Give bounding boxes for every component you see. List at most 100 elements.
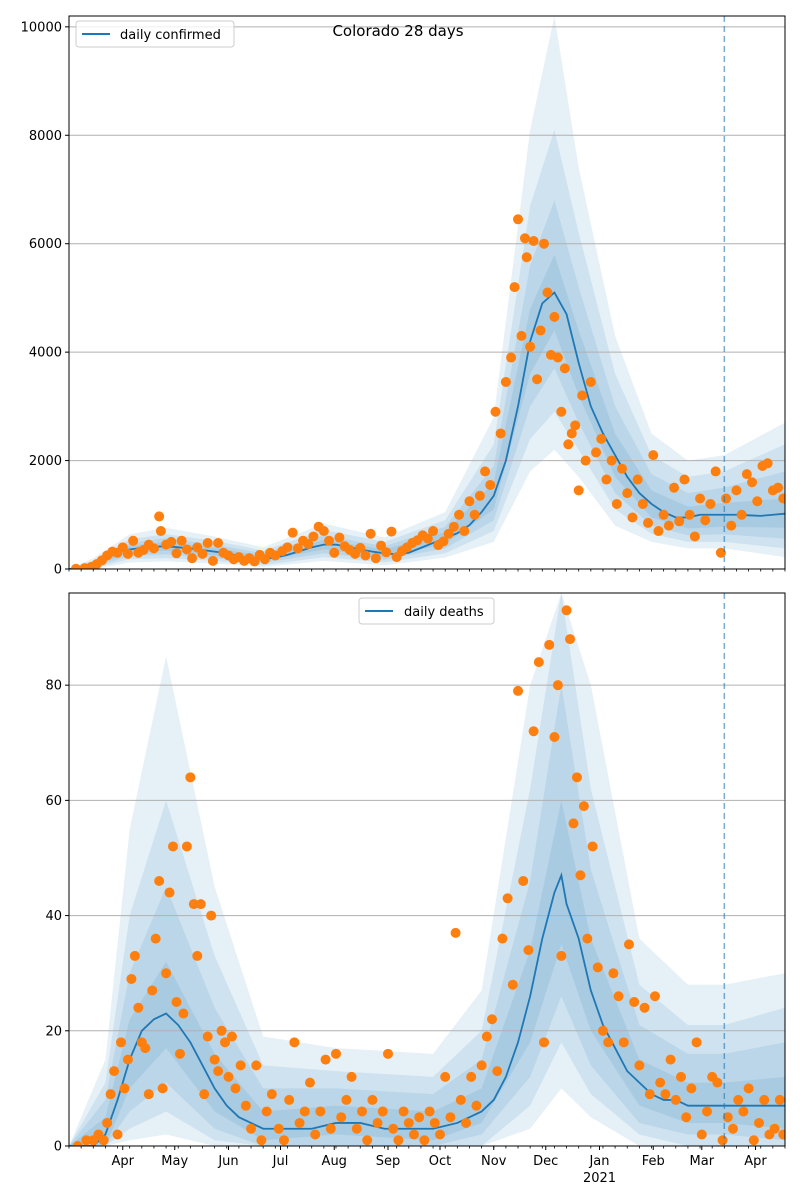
deaths-observed-point (150, 933, 161, 944)
deaths-x-axis: Apr May Jun Jul Aug Sep Oct Nov Dec Jan Feb Mar Apr (68, 1146, 786, 1169)
confirmed-observed-point (573, 485, 584, 496)
deaths-observed-point (102, 1117, 113, 1128)
confirmed-ytick-label: 4000 (29, 346, 62, 361)
deaths-observed-point (769, 1123, 780, 1134)
deaths-observed-point (644, 1089, 655, 1100)
confirmed-observed-point (684, 509, 695, 520)
deaths-xtick-label: Jan (588, 1154, 609, 1169)
confirmed-observed-point (653, 526, 664, 537)
deaths-band-widest (69, 593, 785, 1146)
year-label: 2021 (583, 1171, 616, 1186)
confirmed-observed-point (490, 406, 501, 417)
deaths-observed-point (181, 841, 192, 852)
deaths-observed-point (382, 1048, 393, 1059)
confirmed-observed-point (542, 287, 553, 298)
deaths-observed-point (164, 887, 175, 898)
deaths-observed-point (435, 1129, 446, 1140)
deaths-observed-points (72, 605, 785, 1146)
confirmed-observed-point (585, 376, 596, 387)
confirmed-uncertainty-bands (69, 16, 785, 569)
confirmed-observed-point (736, 509, 747, 520)
deaths-observed-point (670, 1094, 681, 1105)
confirmed-observed-point (622, 488, 633, 499)
deaths-observed-point (140, 1043, 151, 1054)
confirmed-observed-point (778, 493, 785, 504)
confirmed-observed-point (516, 330, 527, 341)
confirmed-observed-point (528, 235, 539, 246)
confirmed-observed-point (525, 341, 536, 352)
deaths-observed-point (440, 1071, 451, 1082)
deaths-observed-point (487, 1014, 498, 1025)
confirmed-observed-point (606, 455, 617, 466)
confirmed-observed-point (559, 363, 570, 374)
confirmed-observed-point (521, 252, 532, 263)
deaths-observed-point (372, 1117, 383, 1128)
deaths-observed-point (774, 1094, 785, 1105)
confirmed-observed-point (448, 521, 459, 532)
confirmed-observed-point (700, 515, 711, 526)
deaths-observed-point (266, 1089, 277, 1100)
confirmed-observed-point (549, 311, 560, 322)
confirmed-observed-point (454, 509, 465, 520)
deaths-xtick-label: Nov (481, 1154, 507, 1169)
deaths-xtick-label: Dec (533, 1154, 558, 1169)
confirmed-observed-point (303, 539, 314, 550)
confirmed-observed-point (459, 526, 470, 537)
deaths-observed-point (613, 991, 624, 1002)
deaths-observed-point (289, 1037, 300, 1048)
deaths-observed-point (192, 950, 203, 961)
confirmed-observed-point (197, 548, 208, 559)
confirmed-observed-point (566, 428, 577, 439)
deaths-observed-point (315, 1106, 326, 1117)
deaths-observed-point (174, 1048, 185, 1059)
deaths-observed-point (552, 680, 563, 691)
confirmed-observed-point (506, 352, 517, 363)
confirmed-observed-point (601, 474, 612, 485)
deaths-observed-point (712, 1077, 723, 1088)
confirmed-ytick-label: 8000 (29, 129, 62, 144)
deaths-observed-point (398, 1106, 409, 1117)
confirmed-observed-point (669, 482, 680, 493)
deaths-observed-point (246, 1123, 257, 1134)
deaths-observed-point (188, 899, 199, 910)
deaths-observed-point (116, 1037, 127, 1048)
deaths-observed-point (284, 1094, 295, 1105)
deaths-observed-point (388, 1123, 399, 1134)
confirmed-observed-point (648, 450, 659, 461)
deaths-observed-point (603, 1037, 614, 1048)
confirmed-observed-point (282, 542, 293, 553)
deaths-observed-point (429, 1117, 440, 1128)
confirmed-observed-point (166, 536, 177, 547)
confirmed-observed-point (710, 466, 721, 477)
confirmed-observed-point (563, 439, 574, 450)
deaths-observed-point (461, 1117, 472, 1128)
confirmed-panel: 0 2000 4000 6000 8000 10000 daily confirmed C… (21, 15, 786, 578)
confirmed-band-middle (69, 200, 785, 569)
deaths-xtick-label: May (161, 1154, 188, 1169)
confirmed-observed-point (171, 548, 182, 559)
confirmed-observed-point (370, 553, 381, 564)
confirmed-observed-point (443, 528, 454, 539)
deaths-observed-point (623, 939, 634, 950)
deaths-observed-point (356, 1106, 367, 1117)
deaths-observed-point (126, 973, 137, 984)
deaths-observed-point (675, 1071, 686, 1082)
legend-label-confirmed: daily confirmed (120, 28, 221, 43)
deaths-observed-point (105, 1089, 116, 1100)
confirmed-observed-point (695, 493, 706, 504)
deaths-observed-point (168, 841, 179, 852)
confirmed-observed-point (438, 536, 449, 547)
confirmed-observed-point (535, 325, 546, 336)
deaths-observed-point (507, 979, 518, 990)
confirmed-ytick-label: 10000 (21, 20, 62, 35)
deaths-observed-point (743, 1083, 754, 1094)
deaths-observed-point (561, 605, 572, 616)
deaths-observed-point (346, 1071, 357, 1082)
deaths-observed-point (701, 1106, 712, 1117)
deaths-observed-point (393, 1135, 404, 1146)
deaths-xtick-label: Feb (642, 1154, 665, 1169)
confirmed-observed-point (469, 509, 480, 520)
deaths-observed-point (320, 1054, 331, 1065)
confirmed-observed-point (705, 498, 716, 509)
